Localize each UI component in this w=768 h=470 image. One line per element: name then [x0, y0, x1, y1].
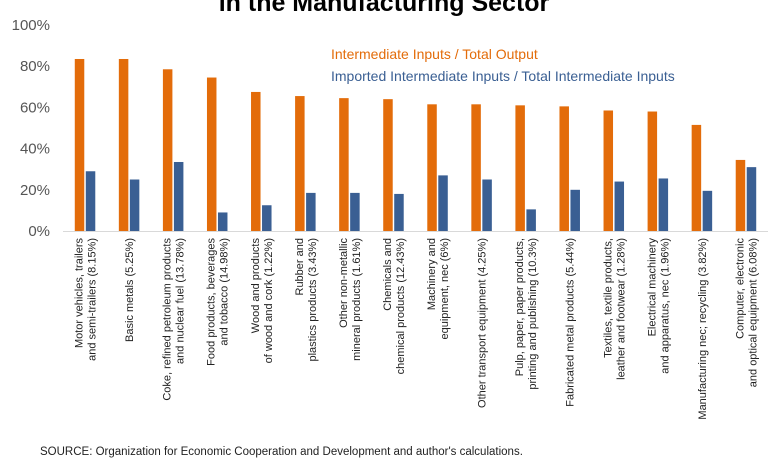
- bar-series1: [427, 104, 437, 231]
- category-label: Machinery andequipment, nec (6%): [426, 238, 451, 340]
- bar-chart: 0% 20% 40% 60% 80% 100% Motor vehicles, traile…: [12, 17, 768, 420]
- bar-series2: [746, 167, 757, 231]
- y-tick-label: 40%: [20, 141, 50, 158]
- bar-series2: [217, 212, 228, 231]
- legend-entry: Imported Intermediate Inputs / Total Int…: [331, 68, 675, 84]
- category-label: Basic metals (5.25%): [124, 238, 136, 342]
- bar-series2: [482, 179, 492, 231]
- category-label: Other transport equipment (4.25%): [477, 238, 489, 408]
- bar-series1: [603, 110, 614, 231]
- bar-series2: [526, 209, 536, 231]
- category-label: Fabricated metal products (5.44%): [565, 238, 577, 407]
- bar-series2: [173, 161, 184, 231]
- bar-series2: [394, 193, 404, 231]
- bar-series2: [438, 175, 448, 231]
- chart-title: in the Manufacturing Sector: [218, 0, 550, 17]
- y-tick-label: 20%: [20, 182, 50, 199]
- category-label: Motor vehicles, trailersand semi-trailer…: [74, 238, 99, 361]
- category-label: Manufacturing nec; recycling (3.82%): [697, 238, 709, 420]
- y-tick-label: 0%: [28, 223, 50, 240]
- bar-series2: [262, 205, 272, 231]
- bar-series2: [129, 179, 140, 231]
- bar-series2: [614, 181, 625, 231]
- bar-series1: [295, 96, 305, 231]
- bar-series1: [559, 106, 569, 231]
- bar-series1: [735, 159, 746, 231]
- bar-series1: [383, 99, 393, 231]
- category-label: Food products, beveragesand tobacco (14.…: [206, 238, 231, 366]
- y-tick-label: 80%: [20, 58, 50, 75]
- bar-series2: [702, 190, 713, 231]
- bar-series1: [74, 58, 85, 231]
- bar-series1: [691, 124, 702, 231]
- category-label: Wood and productsof wood and cork (1.22%…: [250, 238, 275, 364]
- bar-series2: [570, 189, 580, 231]
- category-label: Pulp, paper, paper products,printing and…: [514, 238, 539, 390]
- category-label: Other non-metallicmineral products (1.61…: [338, 238, 363, 361]
- bar-series2: [306, 192, 316, 231]
- category-label: Chemicals andchemical products (12.43%): [382, 238, 407, 374]
- bar-series1: [118, 58, 129, 231]
- category-label: Electrical machineryand apparatus, nec (…: [646, 238, 671, 374]
- bar-series1: [162, 69, 173, 231]
- bar-series2: [350, 192, 360, 231]
- bar-series2: [658, 178, 669, 231]
- bar-series1: [206, 77, 217, 231]
- category-label: Textiles, textile products,leather and f…: [602, 238, 627, 380]
- bar-series1: [251, 91, 261, 231]
- bar-series2: [85, 171, 96, 231]
- bar-series1: [647, 111, 658, 231]
- y-tick-label: 60%: [20, 99, 50, 116]
- legend-entry: Intermediate Inputs / Total Output: [331, 46, 538, 62]
- y-tick-label: 100%: [12, 17, 50, 34]
- source-note: SOURCE: Organization for Economic Cooper…: [40, 446, 523, 458]
- bar-series1: [471, 104, 481, 231]
- category-label: Computer, electronicand optical equipmen…: [734, 238, 759, 388]
- bar-series1: [339, 98, 349, 231]
- category-label: Coke, refined petroleum productsand nucl…: [162, 238, 187, 401]
- bar-series1: [515, 105, 525, 231]
- category-label: Rubber andplastics products (3.43%): [294, 238, 319, 362]
